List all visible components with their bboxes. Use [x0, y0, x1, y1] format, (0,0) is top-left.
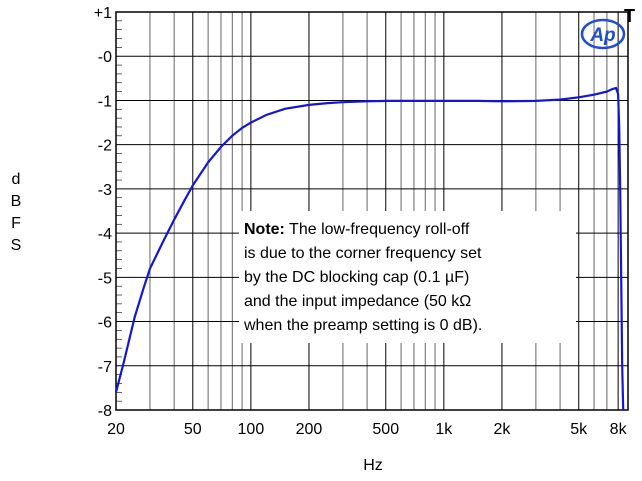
- note-line-1: Note: The low-frequency roll-off: [244, 221, 470, 238]
- x-tick-label: 5k: [570, 421, 588, 438]
- y-tick-label: -2: [98, 138, 112, 155]
- tick-labels: 20 50 100 200 500 1k 2k 5k 8k +1 -0 -1 -2 -3 -4 -5 -6 -7 -…: [94, 5, 628, 438]
- corner-letter-t: T: [624, 6, 635, 26]
- note-line-4: and the input impedance (50 kΩ: [244, 293, 471, 310]
- plot-border: [115, 11, 629, 411]
- series-line-0: [114, 86, 625, 411]
- ap-logo-ring: [580, 18, 626, 50]
- y-tick-label: -0: [98, 49, 112, 66]
- x-tick-label: 20: [107, 421, 125, 438]
- y-tick-label: -3: [98, 182, 112, 199]
- note-line-3: by the DC blocking cap (0.1 µF): [244, 269, 469, 286]
- y-axis-label-char: S: [11, 237, 22, 254]
- x-tick-label: 100: [238, 421, 265, 438]
- x-tick-label: 50: [184, 421, 202, 438]
- x-tick-label: 2k: [493, 421, 511, 438]
- note-background: [239, 211, 576, 343]
- note-bold-label: Note:: [244, 221, 285, 238]
- y-tick-label: -5: [98, 270, 112, 287]
- x-tick-label: 8k: [610, 421, 628, 438]
- x-tick-label: 200: [296, 421, 323, 438]
- y-tick-label: -7: [98, 359, 112, 376]
- y-tick-label: -6: [98, 315, 112, 332]
- x-tick-label: 1k: [435, 421, 453, 438]
- note-line-1-text: The low-frequency roll-off: [285, 221, 470, 238]
- y-axis-label-char: d: [12, 171, 21, 188]
- y-tick-label: -4: [98, 226, 112, 243]
- note-line-2: is due to the corner frequency set: [244, 245, 482, 262]
- series-layer: [114, 86, 625, 411]
- y-tick-label: +1: [94, 5, 112, 22]
- x-axis-label: Hz: [363, 457, 383, 474]
- x-tick-label: 500: [372, 421, 399, 438]
- y-tick-label: -8: [98, 403, 112, 420]
- y-axis-label-char: F: [11, 215, 21, 232]
- ap-logo-text: Ap: [589, 25, 615, 46]
- y-tick-label: -1: [98, 93, 112, 110]
- y-axis-label-char: B: [11, 193, 22, 210]
- ap-logo: Ap: [580, 18, 626, 50]
- note-annotation: Note: The low-frequency roll-off is due …: [239, 211, 576, 343]
- note-line-5: when the preamp setting is 0 dB).: [243, 317, 482, 334]
- plot-frame: [115, 11, 629, 411]
